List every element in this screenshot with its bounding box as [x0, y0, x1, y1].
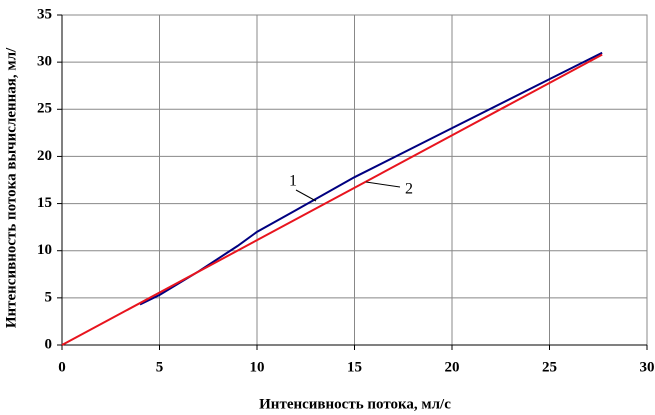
series-label: 2: [405, 181, 413, 198]
annotation-leader: [295, 189, 317, 202]
series-line: [139, 51, 603, 306]
annotation-leader: [365, 181, 401, 188]
x-tick-label: 15: [347, 359, 362, 375]
x-tick-label: 10: [250, 359, 265, 375]
y-tick-label: 20: [37, 148, 52, 164]
x-tick-label: 20: [445, 359, 460, 375]
series-label: 1: [289, 173, 297, 190]
x-tick-label: 0: [58, 359, 66, 375]
y-tick-label: 30: [37, 54, 52, 70]
y-tick-label: 10: [37, 242, 52, 258]
y-tick-label: 0: [45, 336, 53, 352]
y-axis-label: Интенсивность потока вычисленная, мл/: [3, 47, 19, 328]
x-tick-label: 5: [156, 359, 164, 375]
y-tick-label: 35: [37, 6, 52, 22]
y-tick-label: 15: [37, 195, 52, 211]
x-tick-label: 30: [640, 359, 655, 375]
y-tick-label: 5: [45, 289, 53, 305]
x-tick-label: 25: [542, 359, 557, 375]
x-axis-label: Интенсивность потока, мл/с: [259, 396, 451, 412]
y-tick-label: 25: [37, 101, 52, 117]
series-line: [61, 53, 603, 346]
